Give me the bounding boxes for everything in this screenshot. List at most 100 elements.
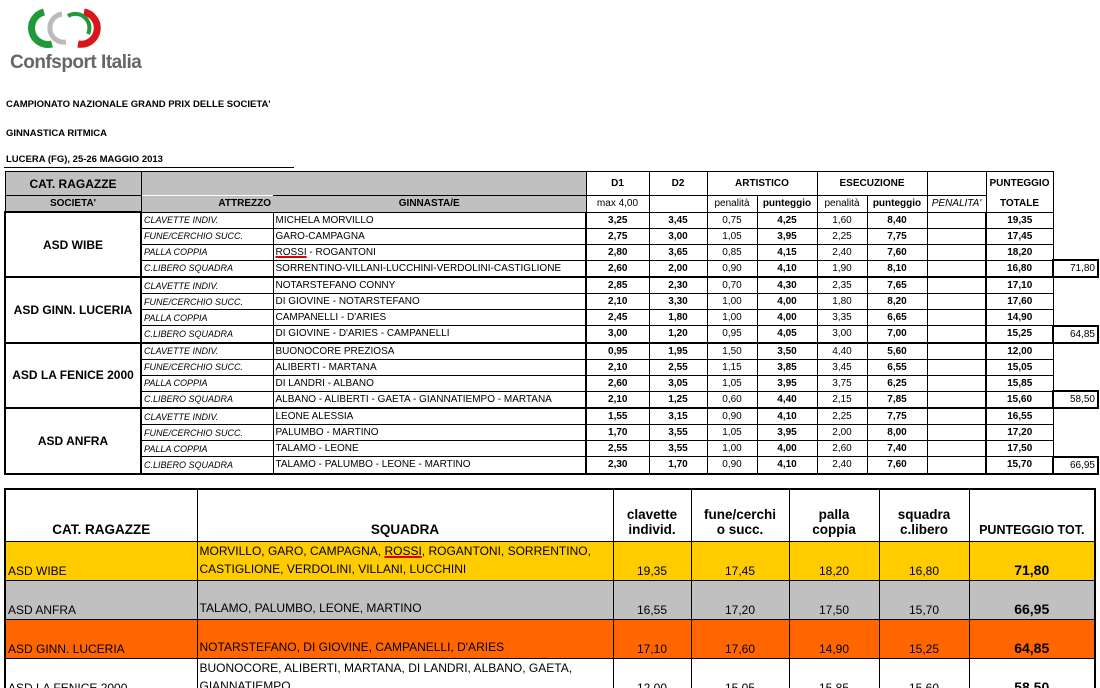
ese-penalita-cell: 2,25 [816,407,868,425]
team-total-cell: 64,85 [1052,324,1099,344]
summary-palla: 14,90 [788,619,880,659]
spellcheck-underlined-word: ROSSI [384,544,422,558]
societa-cell: ASD WIBE [4,211,142,278]
art-punteggio-cell: 4,10 [756,456,818,475]
societa-cell: ASD ANFRA [4,407,142,475]
totale-cell: 17,45 [985,227,1054,245]
art-penalita-cell: 1,00 [706,309,758,326]
ginnasta-cell: TALAMO - PALUMBO - LEONE - MARTINO [272,456,587,475]
totale-cell: 15,05 [985,358,1054,376]
summary-total: 71,80 [968,541,1096,581]
art-penalita-cell: 1,05 [706,374,758,392]
header-attrezzo: ATTREZZO [141,195,273,213]
d1-cell: 2,60 [585,259,650,278]
championship-title: CAMPIONATO NAZIONALE GRAND PRIX DELLE SO… [6,99,271,110]
totale-cell: 12,00 [985,342,1054,360]
header-art-penalita: penalità [706,195,758,213]
summary-fune: 17,45 [690,541,790,581]
header-blank [140,171,587,196]
d2-cell: 3,15 [648,407,708,425]
scores-table: CAT. RAGAZZE D1 D2 ARTISTICO ESECUZIONE … [4,171,1099,475]
attrezzo-cell: PALLA COPPIA [140,309,274,326]
ese-penalita-cell: 3,75 [816,374,868,392]
summary-libero: 15,25 [878,619,970,659]
summary-clavette: 16,55 [612,580,692,620]
art-punteggio-cell: 4,40 [756,390,818,409]
ese-penalita-cell: 1,80 [816,293,868,310]
ese-punteggio-cell: 8,20 [866,293,928,310]
empty-cell [1053,294,1098,310]
summary-clavette: 12,00 [612,658,692,688]
table-row: C.LIBERO SQUADRA SORRENTINO-VILLANI-LUCCH… [5,259,1099,278]
summary-header-palla-1: palla [818,507,850,522]
table-row: ASD GINN. LUCERIA CLAVETTE INDIV. NOTARSTE… [4,276,1098,344]
ginnasta-cell: MICHELA MORVILLO [272,211,587,229]
ginnasta-cell: GARO-CAMPAGNA [272,227,587,245]
table-row: FUNE/CERCHIO SUCC. GARO-CAMPAGNA 2,75 3,00 1… [5,227,1098,245]
ese-penalita-cell: 2,25 [816,227,868,245]
ginnasta-cell: DI GIOVINE - NOTARSTEFANO [272,293,587,310]
summary-fune: 15,05 [690,658,790,688]
ginnasta-cell: PALUMBO - MARTINO [272,424,587,441]
empty-cell [1053,375,1098,391]
summary-squadra: NOTARSTEFANO, DI GIOVINE, CAMPANELLI, D'… [196,619,614,659]
header-d2: D2 [648,171,708,196]
table-row: FUNE/CERCHIO SUCC. PALUMBO - MARTINO 1,70 3… [5,424,1098,441]
summary-squadra: TALAMO, PALUMBO, LEONE, MARTINO [196,580,614,620]
totale-cell: 14,90 [985,309,1054,326]
d2-cell: 3,05 [648,374,708,392]
d2-cell: 1,95 [648,342,708,360]
societa-cell: ASD LA FENICE 2000 [4,341,142,409]
attrezzo-cell: CLAVETTE INDIV. [140,211,274,229]
art-punteggio-cell: 3,95 [756,374,818,392]
d2-cell: 3,55 [648,424,708,441]
table-row: PALLA COPPIA ROSSI - ROGANTONI 2,80 3,65 0,8… [5,243,1098,261]
ginnasta-cell: TALAMO - LEONE [272,440,587,457]
ese-penalita-cell: 2,40 [816,243,868,261]
attrezzo-cell: C.LIBERO SQUADRA [140,325,274,344]
penalita-cell [926,325,987,344]
penalita-cell [926,342,987,360]
attrezzo-cell: C.LIBERO SQUADRA [140,259,274,278]
totale-cell: 18,20 [985,243,1054,261]
table-row: PALLA COPPIA DI LANDRI - ALBANO 2,60 3,05 1,… [5,374,1098,392]
place-date: LUCERA (FG), 25-26 MAGGIO 2013 [6,154,163,165]
art-punteggio-cell: 4,00 [756,309,818,326]
empty-cell [1053,441,1098,457]
summary-libero: 15,70 [878,580,970,620]
summary-societa: ASD ANFRA [4,580,198,620]
table-row: ASD ANFRA CLAVETTE INDIV. LEONE ALESSIA 1,5… [4,407,1098,475]
summary-total: 66,95 [968,580,1096,620]
summary-header-total: PUNTEGGIO TOT. [968,488,1096,542]
summary-header-clavette-1: clavette [626,507,678,522]
table-row: PALLA COPPIA CAMPANELLI - D'ARIES 2,45 1,80… [5,309,1098,326]
empty-cell [1053,408,1098,425]
penalita-cell [926,259,987,278]
d1-cell: 3,00 [585,325,650,344]
header-penalita: PENALITA' [926,195,987,213]
ginnasta-cell: ALIBERTI - MARTANA [272,358,587,376]
header-d2-blank [648,195,708,213]
penalita-cell [926,309,987,326]
summary-societa: ASD WIBE [4,541,198,581]
penalita-cell [926,424,987,441]
d2-cell: 3,45 [648,211,708,229]
summary-palla: 15,85 [788,658,880,688]
summary-row: ASD GINN. LUCERIA NOTARSTEFANO, DI GIOVIN… [4,619,1096,659]
d1-cell: 3,25 [585,211,650,229]
penalita-cell [926,440,987,457]
ese-punteggio-cell: 7,65 [866,276,928,294]
ese-penalita-cell: 3,00 [816,325,868,344]
attrezzo-cell: CLAVETTE INDIV. [140,407,274,425]
d2-cell: 1,70 [648,456,708,475]
art-punteggio-cell: 3,50 [756,342,818,360]
art-punteggio-cell: 4,00 [756,293,818,310]
attrezzo-cell: FUNE/CERCHIO SUCC. [140,293,274,310]
art-penalita-cell: 1,15 [706,358,758,376]
summary-header-clavette: clavette individ. [612,488,692,542]
header-ese-penalita: penalità [816,195,868,213]
header-penalita-blank [926,171,987,196]
ese-punteggio-cell: 7,75 [866,407,928,425]
logo-rings-icon [28,8,101,48]
summary-table: CAT. RAGAZZE SQUADRA clavette individ. fu… [4,488,1096,688]
